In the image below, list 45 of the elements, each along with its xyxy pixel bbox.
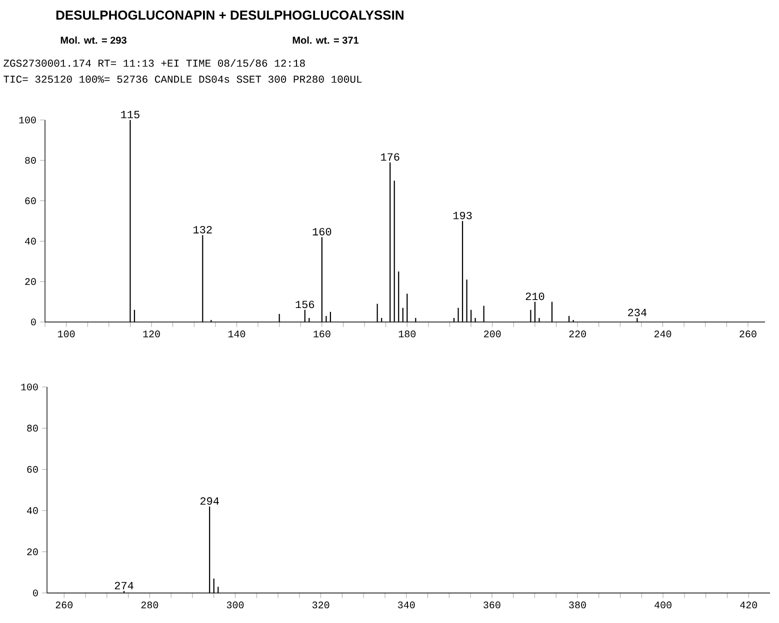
annotation: 294 [200,497,219,505]
y-tick-label: 60 [27,466,38,473]
y-tick-label: 0 [31,318,36,326]
x-tick-label: 240 [654,330,672,338]
annotation: 193 [453,212,472,220]
y-tick-label: 80 [27,424,38,432]
x-tick-label: 260 [56,602,73,608]
x-tick-label: 100 [58,330,75,338]
x-tick-label: 380 [569,602,586,608]
annotation: 132 [194,226,212,234]
x-tick-label: 260 [740,330,756,338]
annotation: 176 [380,153,400,161]
text: TIC= 325120 100%= 52736 CANDLE DS04s SSET 300 PR280 100UL [4,76,362,83]
x-tick-label: 340 [398,602,415,608]
y-tick-label: 20 [25,278,36,285]
y-tick-label: 60 [25,197,36,204]
y-tick-label: 100 [21,384,38,390]
chart-title: DESULPHOGLUCONAPIN + DESULPHOGLUCOALYSSIN [56,10,404,20]
annotation: 160 [312,228,332,236]
y-tick-label: 40 [26,507,38,514]
y-tick-label: 20 [27,548,38,556]
x-tick-label: 320 [312,602,330,608]
annotation: 274 [114,582,134,590]
y-tick-label: 0 [33,590,38,596]
y-tick-label: 40 [24,238,36,245]
x-tick-label: 300 [226,602,244,608]
x-tick-label: 420 [740,602,758,608]
annotation: 156 [296,300,314,308]
text: ZGS2730001.174 RT= 11:13 +EI TIME 08/15/86 12:18 [4,59,305,67]
x-tick-label: 200 [484,330,501,338]
y-tick-label: 80 [25,156,36,164]
text: Mol. wt. = 371 [292,36,359,44]
text: Mol. wt. = 293 [60,36,126,44]
annotation: 234 [628,308,647,316]
x-tick-label: 280 [141,602,158,608]
x-tick-label: 400 [654,602,672,608]
annotation: 115 [121,110,140,118]
x-tick-label: 160 [314,330,330,338]
y-tick-label: 100 [19,116,36,124]
x-tick-label: 360 [484,602,500,608]
x-tick-label: 220 [569,330,586,338]
x-tick-label: 120 [143,330,160,338]
x-tick-label: 140 [228,330,246,338]
x-tick-label: 180 [398,330,416,338]
annotation: 210 [526,292,544,300]
